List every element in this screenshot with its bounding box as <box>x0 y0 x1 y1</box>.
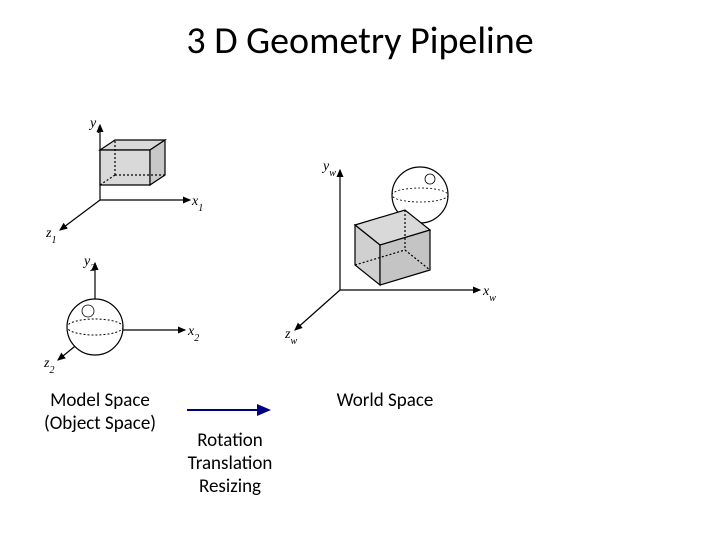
slide: 3 D Geometry Pipeline y1 x1 z1 <box>0 0 720 540</box>
model-space-line1: Model Space <box>30 390 170 413</box>
transform-arrow <box>185 400 275 420</box>
world-space-label: World Space <box>315 390 455 413</box>
model-space-label: Model Space (Object Space) <box>30 390 170 436</box>
svg-text:z1: z1 <box>45 226 56 245</box>
svg-text:xw: xw <box>482 284 496 304</box>
operations-label: Rotation Translation Resizing <box>175 430 285 498</box>
page-title: 3 D Geometry Pipeline <box>0 18 720 64</box>
svg-text:x2: x2 <box>187 324 199 344</box>
diagram-model-cube: y1 x1 z1 <box>40 115 210 245</box>
svg-text:x1: x1 <box>191 194 203 214</box>
svg-text:z2: z2 <box>43 356 54 375</box>
op-translation: Translation <box>175 453 285 476</box>
svg-text:yw: yw <box>321 159 336 179</box>
model-space-line2: (Object Space) <box>30 413 170 436</box>
diagram-model-sphere: y2 x2 z2 <box>40 255 210 375</box>
svg-text:y1: y1 <box>88 116 101 136</box>
op-resizing: Resizing <box>175 476 285 499</box>
svg-text:y2: y2 <box>82 255 95 274</box>
op-rotation: Rotation <box>175 430 285 453</box>
diagram-world: yw xw zw <box>285 155 505 345</box>
